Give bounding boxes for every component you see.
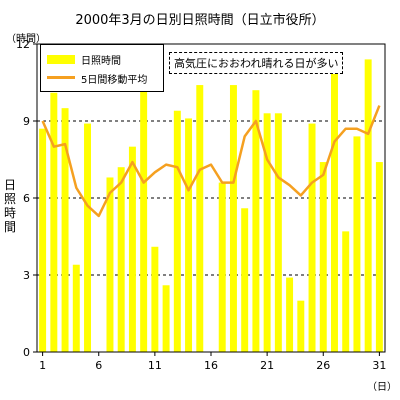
bar <box>375 162 383 352</box>
bar <box>241 208 249 352</box>
chart-title: 2000年3月の日別日照時間（日立市役所） <box>75 13 325 28</box>
legend-line-swatch <box>47 76 75 79</box>
bar <box>252 90 260 352</box>
bar <box>229 85 237 353</box>
x-tick-label: 6 <box>95 359 102 372</box>
gridlines <box>37 120 385 276</box>
bar <box>140 79 148 352</box>
x-tick-label: 26 <box>316 359 330 372</box>
bar <box>185 118 193 352</box>
bar <box>39 128 47 352</box>
x-axis-unit: （日） <box>367 382 397 393</box>
bar <box>84 123 91 352</box>
bar <box>286 277 294 352</box>
bar <box>128 146 136 352</box>
legend: 日照時間 5日間移動平均 <box>40 44 164 92</box>
y-axis-label: 日照時間 <box>3 178 16 234</box>
x-tick-label: 21 <box>260 359 274 372</box>
bar <box>117 167 125 352</box>
axes <box>33 43 386 356</box>
bar <box>151 246 159 352</box>
bar <box>274 113 282 352</box>
moving-average-line <box>41 105 381 218</box>
bar <box>353 136 361 352</box>
bar <box>218 182 226 352</box>
legend-bar-swatch <box>47 55 75 64</box>
line-series <box>41 105 381 218</box>
y-axis-unit: （時間） <box>6 34 46 45</box>
bar <box>72 264 80 352</box>
x-tick-labels: 1 6 11 16 21 26 31 <box>39 359 386 372</box>
y-tick-label: 3 <box>23 269 30 282</box>
legend-bar-label: 日照時間 <box>81 56 121 67</box>
y-tick-label: 12 <box>16 38 30 51</box>
y-tick-label: 9 <box>23 115 30 128</box>
bar-series <box>39 59 383 353</box>
y-tick-label: 6 <box>23 192 30 205</box>
bar <box>61 108 69 353</box>
bar <box>162 285 170 352</box>
legend-line-label: 5日間移動平均 <box>81 75 148 86</box>
x-tick-label: 11 <box>148 359 162 372</box>
bar <box>263 113 271 352</box>
bar <box>331 67 338 352</box>
y-tick-labels: 0 3 6 9 12 <box>16 38 30 359</box>
x-tick-label: 31 <box>372 359 386 372</box>
bar <box>364 59 372 353</box>
bar <box>342 231 350 352</box>
bar <box>106 177 114 352</box>
bar <box>308 123 316 352</box>
bar <box>173 110 181 352</box>
bar <box>196 85 204 353</box>
y-tick-label: 0 <box>23 346 30 359</box>
bar <box>297 300 305 352</box>
bar <box>319 162 327 352</box>
annotation-note: 高気圧におおわれ晴れる日が多い <box>169 52 344 74</box>
x-tick-label: 1 <box>39 359 46 372</box>
bar <box>50 92 58 353</box>
x-tick-label: 16 <box>204 359 218 372</box>
